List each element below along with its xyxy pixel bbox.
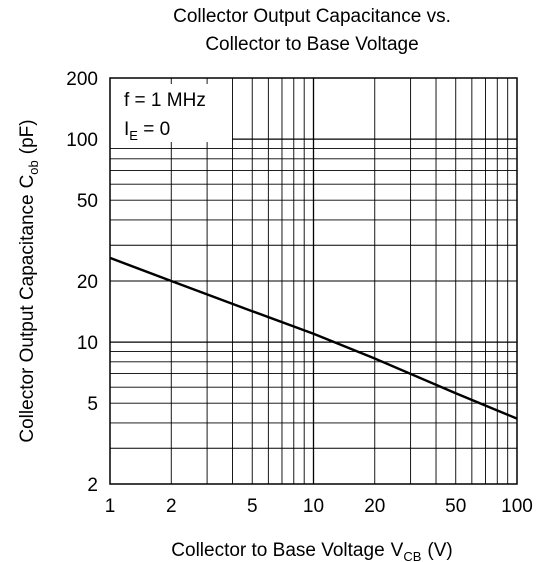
annotation-background [110,84,232,142]
y-tick-label: 200 [66,69,98,90]
chart-title-line-1: Collector Output Capacitance vs. [173,6,451,27]
x-axis-label: Collector to Base Voltage VCB (V) [171,540,452,562]
y-tick-label: 50 [77,191,98,212]
x-tick-label: 20 [364,496,385,517]
y-tick-label: 5 [87,394,98,415]
y-tick-label: 2 [87,475,98,496]
chart-title-line-2: Collector to Base Voltage [205,34,418,55]
x-tick-label: 50 [445,496,466,517]
x-tick-label: 2 [166,496,177,517]
annotation-emitter-current: IE = 0 [124,119,170,143]
x-tick-label: 10 [303,496,324,517]
plot-frame [109,77,518,485]
x-tick-label: 5 [247,496,258,517]
y-tick-labels: 2 5 10 20 50 100 200 [66,69,98,496]
y-tick-label: 10 [77,333,98,354]
y-tick-label: 20 [77,272,98,293]
x-tick-label: 1 [105,496,116,517]
y-axis-label: Collector Output CapacitanceCob(pF) [17,119,41,442]
y-tick-label: 100 [66,130,98,151]
annotation-frequency: f = 1 MHz [124,90,206,111]
x-tick-labels: 1 2 5 10 20 50 100 [105,496,533,517]
annotation-box: f = 1 MHz IE = 0 [110,84,232,143]
x-tick-label: 100 [501,496,533,517]
capacitance-curve [109,256,518,420]
